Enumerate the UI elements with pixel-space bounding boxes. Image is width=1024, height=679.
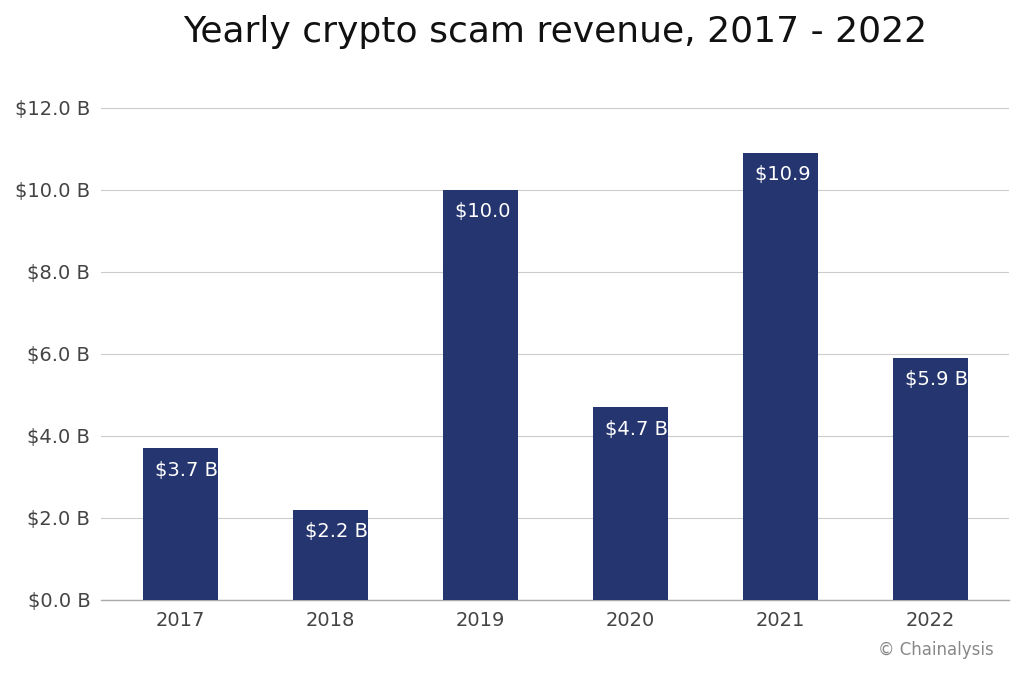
- Text: $10.9 B: $10.9 B: [755, 166, 830, 185]
- Text: © Chainalysis: © Chainalysis: [878, 640, 993, 659]
- Text: $10.0 B: $10.0 B: [455, 202, 529, 221]
- Bar: [142, 448, 218, 600]
- Bar: [893, 358, 968, 600]
- Text: $4.7 B: $4.7 B: [605, 420, 668, 439]
- Bar: [742, 153, 818, 600]
- Bar: [593, 407, 668, 600]
- Text: $2.2 B: $2.2 B: [305, 522, 368, 541]
- Bar: [442, 190, 518, 600]
- Text: $5.9 B: $5.9 B: [905, 370, 968, 389]
- Bar: [293, 510, 368, 600]
- Text: $3.7 B: $3.7 B: [155, 460, 218, 479]
- Title: Yearly crypto scam revenue, 2017 - 2022: Yearly crypto scam revenue, 2017 - 2022: [183, 15, 928, 49]
